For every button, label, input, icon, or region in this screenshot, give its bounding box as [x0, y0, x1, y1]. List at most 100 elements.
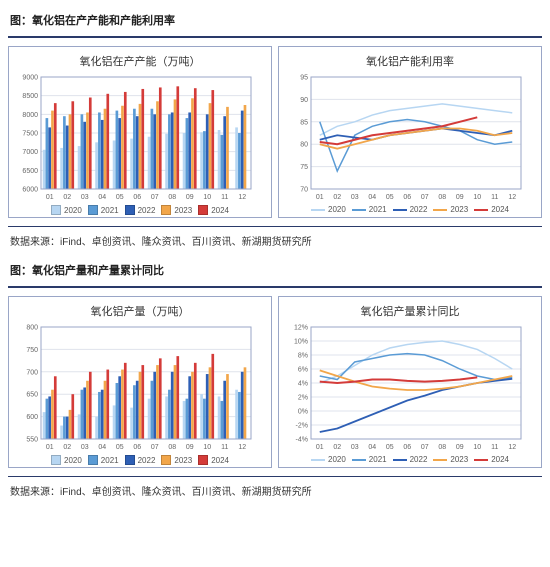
svg-text:-4%: -4%: [296, 437, 308, 444]
section1-top-rule: [8, 36, 542, 38]
svg-text:750: 750: [26, 347, 38, 354]
legend-item: 2024: [474, 455, 509, 464]
legend-item: 2024: [198, 205, 229, 215]
svg-text:06: 06: [133, 194, 141, 201]
svg-text:09: 09: [186, 444, 194, 451]
chart-capacity-box: 氧化铝在产产能（万吨） 6000650070007500800085009000…: [8, 46, 272, 218]
svg-text:12: 12: [508, 194, 516, 201]
legend-item: 2024: [474, 205, 509, 214]
svg-text:01: 01: [316, 444, 324, 451]
legend-item: 2020: [51, 205, 82, 215]
svg-text:7500: 7500: [22, 131, 38, 138]
chart-utilization-title: 氧化铝产能利用率: [283, 53, 537, 69]
svg-text:02: 02: [333, 444, 341, 451]
svg-text:85: 85: [300, 119, 308, 126]
svg-text:95: 95: [300, 75, 308, 82]
svg-text:06: 06: [403, 444, 411, 451]
legend-item: 2021: [352, 205, 387, 214]
svg-text:7000: 7000: [22, 149, 38, 156]
svg-text:06: 06: [133, 444, 141, 451]
svg-text:04: 04: [368, 444, 376, 451]
section1-charts: 氧化铝在产产能（万吨） 6000650070007500800085009000…: [8, 46, 542, 218]
svg-text:650: 650: [26, 392, 38, 399]
legend-item: 2022: [393, 205, 428, 214]
svg-text:05: 05: [386, 444, 394, 451]
svg-text:75: 75: [300, 164, 308, 171]
svg-text:08: 08: [168, 444, 176, 451]
svg-text:04: 04: [98, 444, 106, 451]
chart-yoy-box: 氧化铝产量累计同比 -4%-2%0%2%4%6%8%10%12%01020304…: [278, 296, 542, 468]
svg-text:03: 03: [351, 194, 359, 201]
svg-text:90: 90: [300, 97, 308, 104]
legend-item: 2023: [433, 455, 468, 464]
chart-capacity-legend: 20202021202220232024: [13, 205, 267, 215]
chart-output-plot: 5506006507007508000102030405060708091011…: [13, 323, 267, 453]
chart-utilization-plot: 707580859095010203040506070809101112: [283, 73, 537, 203]
svg-text:2%: 2%: [298, 395, 308, 402]
svg-text:07: 07: [151, 194, 159, 201]
svg-text:07: 07: [421, 194, 429, 201]
svg-text:02: 02: [63, 444, 71, 451]
svg-text:03: 03: [81, 194, 89, 201]
svg-text:6%: 6%: [298, 367, 308, 374]
legend-item: 2023: [161, 455, 192, 465]
legend-item: 2021: [88, 455, 119, 465]
svg-text:800: 800: [26, 325, 38, 332]
chart-yoy-plot: -4%-2%0%2%4%6%8%10%12%010203040506070809…: [283, 323, 537, 453]
section1-bottom-rule: [8, 226, 542, 227]
svg-text:12%: 12%: [294, 325, 308, 332]
chart-utilization-legend: 20202021202220232024: [283, 205, 537, 214]
svg-text:01: 01: [46, 194, 54, 201]
svg-text:4%: 4%: [298, 381, 308, 388]
legend-item: 2020: [311, 455, 346, 464]
legend-item: 2022: [125, 205, 156, 215]
svg-text:08: 08: [168, 194, 176, 201]
svg-text:80: 80: [300, 142, 308, 149]
section2-title: 图：氧化铝产量和产量累计同比: [8, 258, 542, 282]
svg-text:8500: 8500: [22, 93, 38, 100]
svg-text:11: 11: [221, 444, 228, 451]
svg-text:11: 11: [491, 194, 498, 201]
svg-text:09: 09: [456, 194, 464, 201]
legend-item: 2021: [352, 455, 387, 464]
section2-source: 数据来源：iFind、卓创资讯、隆众资讯、百川资讯、新湖期货研究所: [8, 481, 542, 508]
svg-text:08: 08: [438, 444, 446, 451]
svg-text:02: 02: [333, 194, 341, 201]
svg-text:07: 07: [151, 444, 159, 451]
section1-title: 图：氧化铝在产产能和产能利用率: [8, 8, 542, 32]
svg-text:03: 03: [81, 444, 89, 451]
svg-text:10%: 10%: [294, 339, 308, 346]
svg-text:6500: 6500: [22, 168, 38, 175]
chart-capacity-plot: 6000650070007500800085009000010203040506…: [13, 73, 267, 203]
legend-item: 2023: [161, 205, 192, 215]
svg-text:05: 05: [116, 194, 124, 201]
svg-text:10: 10: [473, 444, 481, 451]
svg-text:8000: 8000: [22, 112, 38, 119]
chart-utilization-box: 氧化铝产能利用率 7075808590950102030405060708091…: [278, 46, 542, 218]
svg-text:-2%: -2%: [296, 423, 308, 430]
svg-text:550: 550: [26, 437, 38, 444]
svg-text:02: 02: [63, 194, 71, 201]
svg-text:8%: 8%: [298, 353, 308, 360]
svg-text:09: 09: [456, 444, 464, 451]
chart-yoy-legend: 20202021202220232024: [283, 455, 537, 464]
chart-output-legend: 20202021202220232024: [13, 455, 267, 465]
svg-text:70: 70: [300, 187, 308, 194]
svg-text:11: 11: [221, 194, 228, 201]
svg-text:10: 10: [203, 194, 211, 201]
legend-item: 2024: [198, 455, 229, 465]
svg-text:01: 01: [46, 444, 54, 451]
svg-text:6000: 6000: [22, 187, 38, 194]
section2-charts: 氧化铝产量（万吨） 550600650700750800010203040506…: [8, 296, 542, 468]
svg-text:12: 12: [238, 194, 246, 201]
svg-text:10: 10: [473, 194, 481, 201]
svg-text:05: 05: [116, 444, 124, 451]
chart-capacity-title: 氧化铝在产产能（万吨）: [13, 53, 267, 69]
svg-text:07: 07: [421, 444, 429, 451]
svg-text:06: 06: [403, 194, 411, 201]
svg-text:700: 700: [26, 369, 38, 376]
svg-text:03: 03: [351, 444, 359, 451]
chart-output-box: 氧化铝产量（万吨） 550600650700750800010203040506…: [8, 296, 272, 468]
svg-text:600: 600: [26, 414, 38, 421]
svg-text:05: 05: [386, 194, 394, 201]
